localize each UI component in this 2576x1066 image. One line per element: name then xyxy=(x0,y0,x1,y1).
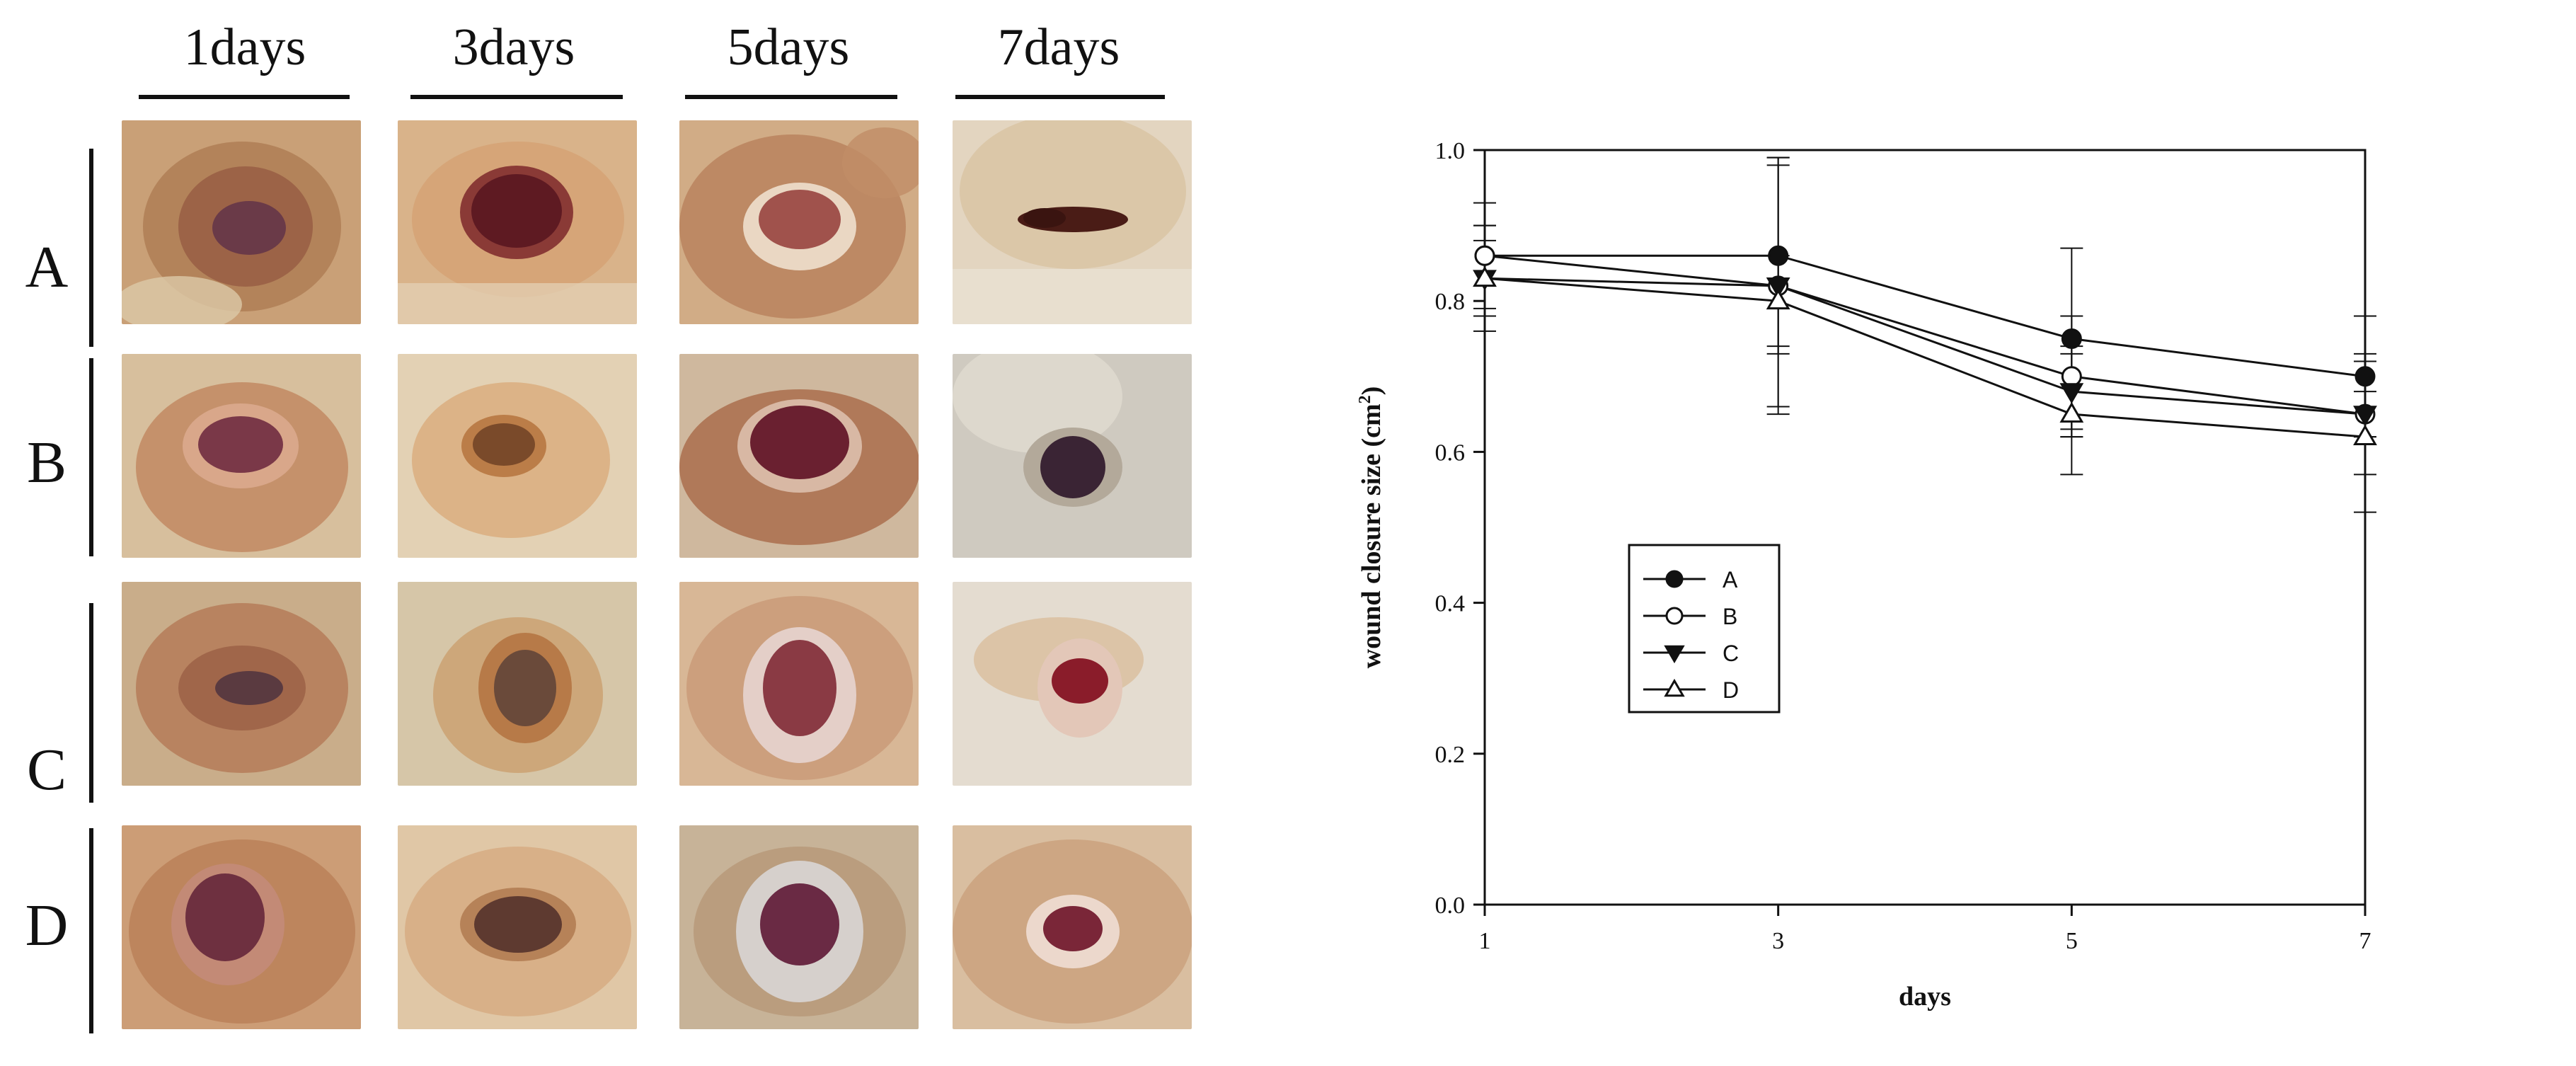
series-lines xyxy=(1484,254,2366,438)
legend-marker-b xyxy=(1665,607,1684,625)
row-label-a: A xyxy=(25,234,69,300)
data-point-c xyxy=(2059,383,2084,404)
data-point-d xyxy=(2353,424,2377,445)
data-point-b xyxy=(2061,366,2082,387)
row-bar xyxy=(89,828,93,1033)
series-line-c xyxy=(1484,277,2366,415)
row-label-c: C xyxy=(26,737,67,803)
wound-photo-c-day5 xyxy=(679,582,919,786)
y-tick-label: 0.8 xyxy=(1435,289,1466,315)
column-header-1days: 1days xyxy=(183,18,306,76)
column-underline xyxy=(410,95,623,99)
y-axis-label-superscript: 2 xyxy=(1356,395,1374,403)
row-label-b: B xyxy=(26,430,67,495)
data-point-d xyxy=(2059,401,2084,423)
data-point-a xyxy=(2061,328,2082,349)
series-line-d xyxy=(1484,277,2366,438)
row-bar xyxy=(89,603,93,803)
row-bar xyxy=(89,358,93,556)
legend-marker-d xyxy=(1664,678,1685,697)
legend-marker-c xyxy=(1664,645,1685,664)
column-header-3days: 3days xyxy=(452,18,575,76)
wound-photo-a-day1 xyxy=(122,120,361,324)
column-header-7days: 7days xyxy=(997,18,1120,76)
plot-area-frame xyxy=(1483,149,2367,906)
legend-label-c: C xyxy=(1723,641,1739,666)
error-bars xyxy=(1473,156,2376,513)
wound-photo-c-day3 xyxy=(398,582,637,786)
y-tick-label: 0.0 xyxy=(1435,893,1466,919)
series-line-b xyxy=(1484,254,2366,415)
column-underline xyxy=(955,95,1165,99)
data-point-a xyxy=(1768,245,1789,266)
y-axis-label-suffix: ) xyxy=(1357,386,1386,396)
wound-photo-d-day5 xyxy=(679,825,919,1029)
column-underline xyxy=(685,95,897,99)
wound-photo-d-day7 xyxy=(953,825,1192,1029)
data-point-c xyxy=(2353,406,2377,427)
legend-marker-a xyxy=(1665,570,1684,588)
legend-box xyxy=(1628,544,1781,713)
data-point-b xyxy=(1474,245,1495,266)
data-point-c xyxy=(1766,277,1790,299)
column-underline xyxy=(139,95,350,99)
data-point-d xyxy=(1473,265,1497,287)
wound-photo-b-day5 xyxy=(679,354,919,558)
wound-photo-c-day1 xyxy=(122,582,361,786)
y-tick-label: 1.0 xyxy=(1435,138,1466,164)
row-label-d: D xyxy=(25,893,69,958)
y-tick-label: 0.4 xyxy=(1435,591,1466,617)
x-tick-label: 3 xyxy=(1772,928,1784,954)
wound-photo-d-day1 xyxy=(122,825,361,1029)
column-header-5days: 5days xyxy=(727,18,850,76)
y-axis: 0.0 0.2 0.4 0.6 0.8 1.0 xyxy=(1435,138,1485,919)
legend-label-b: B xyxy=(1723,604,1737,629)
row-bar xyxy=(89,149,93,347)
series-line-a xyxy=(1485,254,2366,378)
wound-photo-grid: 1days 3days 5days 7days A B C D xyxy=(0,0,1246,1066)
wound-photo-a-day5 xyxy=(679,120,919,324)
x-tick-label: 5 xyxy=(2066,928,2078,954)
wound-photo-b-day1 xyxy=(122,354,361,558)
y-axis-label: wound closure size (cm2) xyxy=(1356,386,1386,669)
series-markers xyxy=(1473,245,2377,445)
wound-photo-a-day7 xyxy=(953,120,1192,324)
y-tick-label: 0.6 xyxy=(1435,440,1466,466)
x-axis: 1 3 5 7 xyxy=(1479,905,2371,954)
wound-photo-a-day3 xyxy=(398,120,637,324)
legend-label-a: A xyxy=(1723,567,1738,592)
x-tick-label: 7 xyxy=(2359,928,2371,954)
wound-closure-chart: 0.0 0.2 0.4 0.6 0.8 1.0 1 3 5 7 wound closure si… xyxy=(1356,138,2377,1011)
y-tick-label: 0.2 xyxy=(1435,742,1466,768)
x-axis-label: days xyxy=(1899,982,1951,1011)
data-point-d xyxy=(1766,288,1790,310)
x-tick-label: 1 xyxy=(1479,928,1491,954)
wound-photo-b-day7 xyxy=(953,354,1192,558)
wound-photo-d-day3 xyxy=(398,825,637,1029)
legend-label-d: D xyxy=(1723,677,1739,703)
wound-photo-b-day3 xyxy=(398,354,637,558)
data-point-a xyxy=(2354,366,2376,387)
wound-photo-c-day7 xyxy=(953,582,1192,786)
